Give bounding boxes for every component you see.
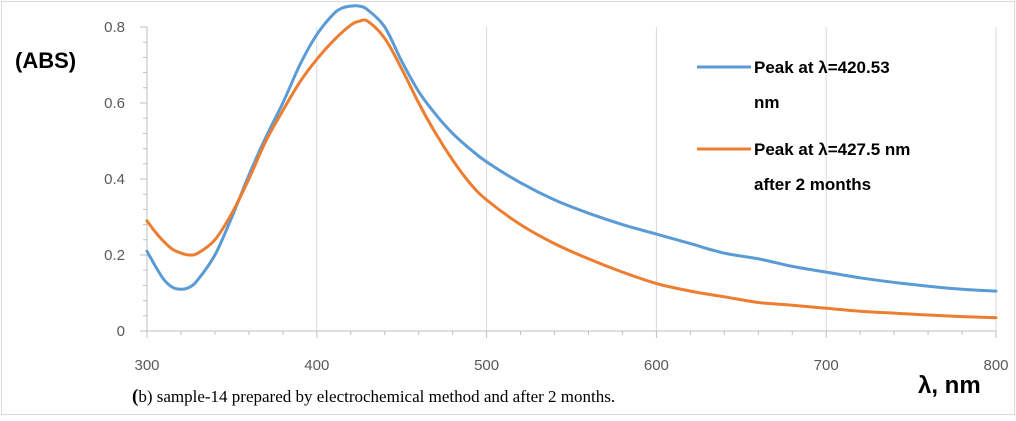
series-line-2	[145, 18, 998, 320]
y-tick-label: 0.8	[104, 19, 125, 36]
figure-caption: (b) sample-14 prepared by electrochemica…	[132, 386, 992, 412]
y-tick-label: 0.6	[104, 95, 125, 112]
legend-label-1: Peak at λ=420.53	[754, 58, 890, 77]
y-tick-label: 0	[117, 323, 125, 340]
caption-lead: (	[132, 386, 139, 407]
legend-label-2: Peak at λ=427.5 nm	[754, 140, 910, 159]
x-tick-label: 800	[983, 357, 1008, 374]
y-tick-label: 0.4	[104, 171, 125, 188]
x-tick-label: 400	[304, 357, 329, 374]
x-tick-label: 700	[814, 357, 839, 374]
y-tick-label: 0.2	[104, 247, 125, 264]
legend-label-2: after 2 months	[754, 175, 871, 194]
caption-text: b) sample-14 prepared by electrochemical…	[138, 387, 616, 406]
legend-label-1: nm	[754, 93, 780, 112]
legend: Peak at λ=420.53 nm Peak at λ=427.5 nm afte…	[697, 58, 910, 194]
series-lines	[145, 4, 998, 320]
x-tick-label: 300	[134, 357, 159, 374]
gridlines	[316, 27, 997, 331]
x-tick-label: 600	[644, 357, 669, 374]
x-tick-label: 500	[474, 357, 499, 374]
x-axis-title: λ, nm	[918, 372, 981, 399]
y-axis-title: (ABS)	[15, 48, 76, 73]
series-line-1	[145, 4, 998, 293]
axes: 0 0.2 0.4 0.6 0.8 300 400 500 600 700 800	[104, 19, 1008, 374]
